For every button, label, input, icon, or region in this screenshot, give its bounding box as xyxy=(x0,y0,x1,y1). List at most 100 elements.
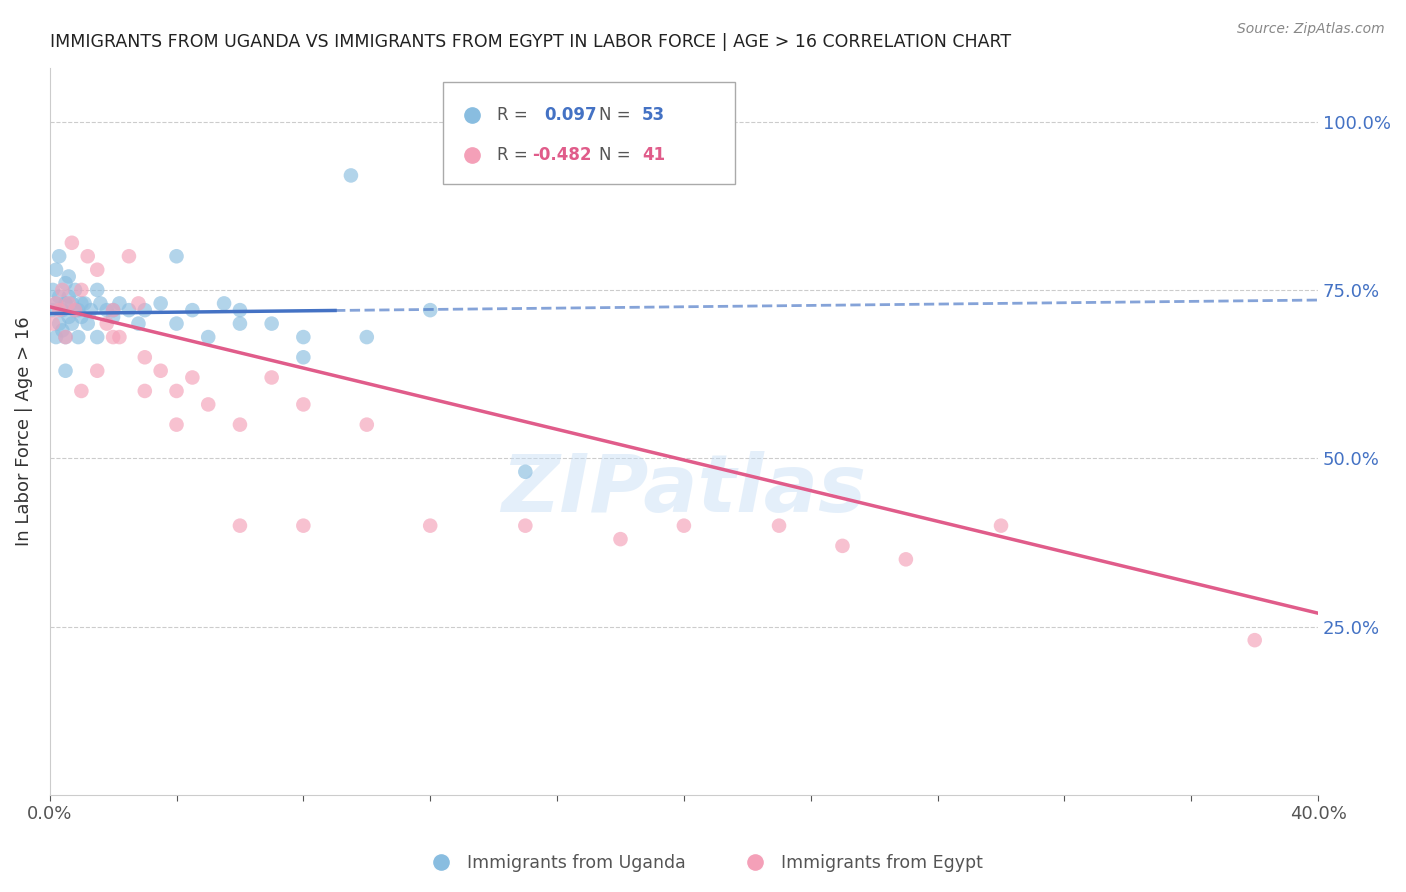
Point xyxy=(67,330,90,344)
Point xyxy=(768,518,790,533)
Text: 53: 53 xyxy=(643,106,665,124)
Text: IMMIGRANTS FROM UGANDA VS IMMIGRANTS FROM EGYPT IN LABOR FORCE | AGE > 16 CORREL: IMMIGRANTS FROM UGANDA VS IMMIGRANTS FRO… xyxy=(49,33,1011,51)
Point xyxy=(166,317,188,331)
Point xyxy=(58,290,80,304)
Point xyxy=(76,249,98,263)
Point xyxy=(55,296,77,310)
Text: N =: N = xyxy=(599,146,630,164)
Point xyxy=(990,518,1012,533)
Point xyxy=(292,397,315,411)
Point xyxy=(58,296,80,310)
Text: N =: N = xyxy=(599,106,630,124)
Point xyxy=(292,351,315,365)
Y-axis label: In Labor Force | Age > 16: In Labor Force | Age > 16 xyxy=(15,317,32,546)
Point xyxy=(42,283,65,297)
Point xyxy=(45,296,67,310)
Point xyxy=(70,310,93,324)
Point xyxy=(166,249,188,263)
Point xyxy=(149,364,172,378)
Point xyxy=(181,370,204,384)
Point xyxy=(108,330,131,344)
Legend: Immigrants from Uganda, Immigrants from Egypt: Immigrants from Uganda, Immigrants from … xyxy=(416,847,990,879)
Point xyxy=(86,364,108,378)
Point xyxy=(356,417,378,432)
Point xyxy=(86,262,108,277)
Point xyxy=(515,465,537,479)
Point xyxy=(55,276,77,290)
Point xyxy=(45,296,67,310)
Text: R =: R = xyxy=(498,146,529,164)
Point xyxy=(45,330,67,344)
Point xyxy=(63,303,86,318)
Point xyxy=(42,303,65,318)
Point xyxy=(76,317,98,331)
Point xyxy=(48,249,70,263)
Point xyxy=(70,283,93,297)
Point xyxy=(212,296,235,310)
Point xyxy=(229,518,252,533)
Point xyxy=(419,303,441,318)
Point xyxy=(166,384,188,398)
Point xyxy=(101,303,124,318)
Point xyxy=(197,330,219,344)
Point xyxy=(108,296,131,310)
Point xyxy=(118,303,141,318)
Point xyxy=(55,330,77,344)
Point xyxy=(134,351,156,365)
Point xyxy=(134,384,156,398)
Point xyxy=(831,539,853,553)
Point xyxy=(419,518,441,533)
Point xyxy=(63,283,86,297)
Point xyxy=(51,323,73,337)
Point xyxy=(260,370,283,384)
Point xyxy=(86,283,108,297)
Point xyxy=(229,303,252,318)
Point xyxy=(80,303,103,318)
Point xyxy=(515,518,537,533)
Point xyxy=(101,303,124,318)
Point xyxy=(672,518,695,533)
Point xyxy=(70,296,93,310)
Text: -0.482: -0.482 xyxy=(531,146,591,164)
Point xyxy=(58,269,80,284)
Text: Source: ZipAtlas.com: Source: ZipAtlas.com xyxy=(1237,22,1385,37)
Point xyxy=(149,296,172,310)
Point xyxy=(356,330,378,344)
Point xyxy=(292,330,315,344)
Text: R =: R = xyxy=(498,106,529,124)
Point xyxy=(1243,633,1265,648)
Point xyxy=(70,384,93,398)
Point xyxy=(48,303,70,318)
Point xyxy=(96,303,118,318)
Point xyxy=(89,296,111,310)
Point xyxy=(48,317,70,331)
Point xyxy=(118,249,141,263)
Point xyxy=(55,330,77,344)
FancyBboxPatch shape xyxy=(443,82,735,184)
Text: 41: 41 xyxy=(643,146,665,164)
Point xyxy=(42,317,65,331)
Point xyxy=(340,169,363,183)
Point xyxy=(58,310,80,324)
Point xyxy=(48,290,70,304)
Point xyxy=(73,296,96,310)
Point xyxy=(609,532,631,546)
Point xyxy=(260,317,283,331)
Point xyxy=(166,417,188,432)
Text: 0.097: 0.097 xyxy=(544,106,598,124)
Point xyxy=(894,552,917,566)
Point xyxy=(134,303,156,318)
Point xyxy=(229,317,252,331)
Point xyxy=(127,317,149,331)
Point xyxy=(197,397,219,411)
Point xyxy=(67,303,90,318)
Point xyxy=(60,296,83,310)
Point xyxy=(229,417,252,432)
Point xyxy=(60,317,83,331)
Point xyxy=(127,296,149,310)
Point xyxy=(51,283,73,297)
Point xyxy=(101,310,124,324)
Point xyxy=(101,330,124,344)
Point xyxy=(63,303,86,318)
Point xyxy=(181,303,204,318)
